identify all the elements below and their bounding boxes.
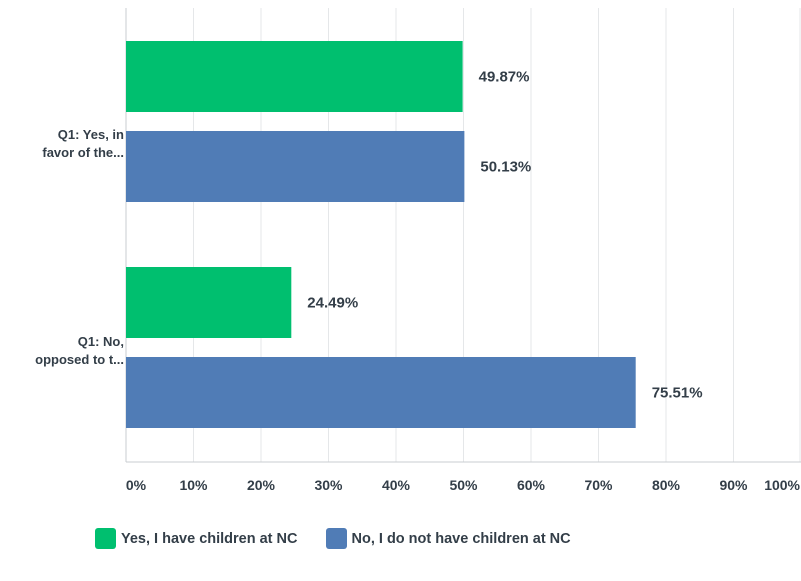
data-label-series-1-cat-1: 75.51% [652, 385, 703, 402]
x-tick-label-0: 0% [126, 477, 147, 493]
data-label-series-0-cat-1: 24.49% [307, 295, 358, 312]
data-label-series-1-cat-0: 50.13% [480, 159, 531, 176]
x-tick-label-4: 40% [382, 477, 411, 493]
legend-swatch-series-1 [325, 528, 347, 549]
bar-series-0-cat-1 [126, 267, 292, 338]
x-tick-label-2: 20% [247, 477, 276, 493]
bar-series-0-cat-0 [126, 41, 463, 112]
legend-label-series-1: No, I do not have children at NC [351, 530, 571, 547]
x-tick-label-10: 100% [764, 477, 800, 493]
category-label-0-line-2: favor of the... [42, 145, 124, 160]
category-label-1-line-1: Q1: No, [77, 334, 124, 349]
category-label-1: Q1: No, opposed to t... [2, 333, 124, 369]
data-label-series-0-cat-0: 49.87% [479, 69, 530, 86]
x-tick-label-8: 80% [652, 477, 681, 493]
x-tick-label-1: 10% [179, 477, 208, 493]
x-tick-label-9: 90% [719, 477, 748, 493]
x-tick-label-7: 70% [584, 477, 613, 493]
legend-item-series-0[interactable]: Yes, I have children at NC [95, 528, 298, 549]
bar-series-1-cat-1 [126, 357, 636, 428]
category-label-0-line-1: Q1: Yes, in [57, 127, 124, 142]
x-tick-label-5: 50% [449, 477, 478, 493]
legend-label-series-0: Yes, I have children at NC [121, 530, 298, 547]
x-tick-label-3: 30% [314, 477, 343, 493]
legend: Yes, I have children at NC No, I do not … [95, 528, 599, 549]
category-label-0: Q1: Yes, in favor of the... [2, 126, 124, 162]
legend-item-series-1[interactable]: No, I do not have children at NC [325, 528, 571, 549]
legend-swatch-series-0 [95, 528, 116, 549]
bar-series-1-cat-0 [126, 131, 465, 202]
x-tick-label-6: 60% [517, 477, 546, 493]
category-label-1-line-2: opposed to t... [35, 352, 124, 367]
